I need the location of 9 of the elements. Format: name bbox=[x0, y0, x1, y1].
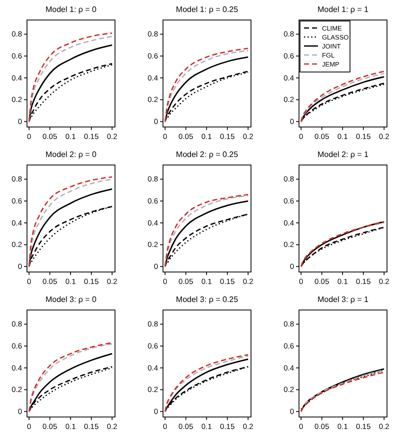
chart-title: Model 2: ρ = 0 bbox=[45, 150, 98, 159]
chart-title: Model 3: ρ = 1 bbox=[317, 295, 370, 304]
chart-title: Model 1: ρ = 1 bbox=[317, 5, 370, 14]
chart-title: Model 2: ρ = 1 bbox=[317, 150, 370, 159]
chart-title: Model 1: ρ = 0.25 bbox=[176, 5, 239, 14]
chart-title: Model 3: ρ = 0 bbox=[45, 295, 98, 304]
chart-title: Model 3: ρ = 0.25 bbox=[176, 295, 239, 304]
chart-title: Model 2: ρ = 0.25 bbox=[176, 150, 239, 159]
chart-title: Model 1: ρ = 0 bbox=[45, 5, 98, 14]
